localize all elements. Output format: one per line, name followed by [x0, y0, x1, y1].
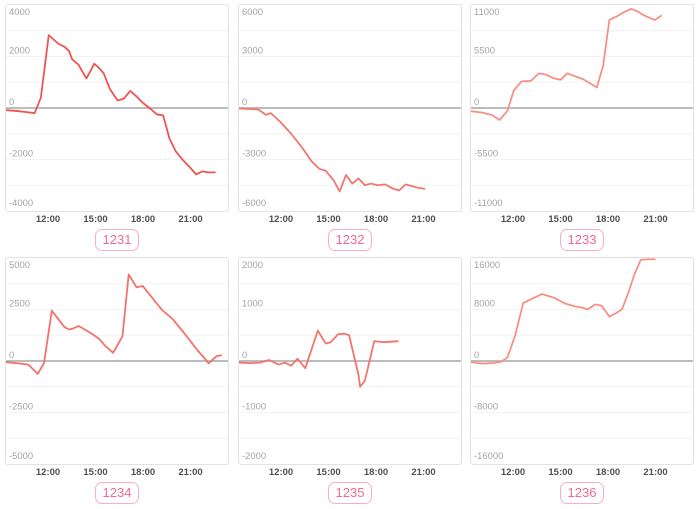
badge-row: 1233 [470, 229, 694, 255]
chart-panel: 5000 2500 0 -2500 -5000 12:00 15:00 18:00 21:00… [5, 257, 229, 505]
x-tick-label: 15:00 [548, 467, 573, 478]
x-tick-label: 12:00 [500, 467, 526, 478]
x-tick-label: 21:00 [411, 214, 436, 225]
x-axis-tick-row: 12:00 15:00 18:00 21:00 [238, 465, 462, 480]
line-chart-svg: 4000 2000 0 -2000 -4000 [6, 6, 228, 208]
x-tick-label: 15:00 [316, 214, 341, 225]
y-tick-label: -5000 [9, 450, 33, 461]
x-tick-label: 18:00 [595, 214, 621, 225]
y-tick-label: 0 [474, 96, 479, 107]
badge-row: 1235 [238, 482, 462, 508]
y-tick-label: 11000 [474, 6, 499, 17]
y-tick-label: 2000 [242, 259, 263, 270]
line-chart-svg: 11000 5500 0 -5500 -11000 [471, 6, 693, 208]
y-tick-label: -2000 [242, 450, 266, 461]
line-chart-svg: 6000 3000 0 -3000 -6000 [239, 6, 461, 208]
y-tick-label: -16000 [474, 450, 503, 461]
chart-plot-area: 6000 3000 0 -3000 -6000 [238, 4, 462, 212]
y-tick-label: -3000 [242, 148, 266, 159]
x-tick-label: 12:00 [268, 467, 294, 478]
series-line [239, 107, 426, 193]
line-chart-svg: 5000 2500 0 -2500 -5000 [6, 259, 228, 461]
chart-plot-area: 5000 2500 0 -2500 -5000 [5, 257, 229, 465]
chart-id-badge[interactable]: 1234 [94, 482, 140, 504]
x-tick-label: 12:00 [35, 214, 61, 225]
y-tick-label: -2500 [9, 401, 33, 412]
chart-panel: 2000 1000 0 -1000 -2000 12:00 15:00 18:00 21:00… [238, 257, 462, 505]
x-tick-label: 15:00 [83, 214, 108, 225]
y-tick-label: 6000 [242, 6, 263, 17]
y-tick-label: -8000 [474, 401, 498, 412]
x-tick-label: 18:00 [363, 467, 389, 478]
y-tick-label: 5500 [474, 45, 495, 56]
badge-row: 1231 [5, 229, 229, 255]
chart-plot-area: 16000 8000 0 -8000 -16000 [470, 257, 694, 465]
x-tick-label: 15:00 [83, 467, 108, 478]
y-tick-label: 0 [242, 96, 247, 107]
x-tick-label: 21:00 [643, 467, 668, 478]
chart-panel: 11000 5500 0 -5500 -11000 12:00 15:00 18:00 21:… [470, 4, 694, 252]
chart-id-badge[interactable]: 1235 [327, 482, 373, 504]
x-tick-label: 12:00 [35, 467, 61, 478]
series-line [6, 34, 216, 176]
y-tick-label: 0 [474, 349, 479, 360]
x-tick-label: 18:00 [130, 467, 156, 478]
x-axis-tick-row: 12:00 15:00 18:00 21:00 [470, 465, 694, 480]
x-tick-label: 18:00 [363, 214, 389, 225]
chart-panel: 6000 3000 0 -3000 -6000 12:00 15:00 18:00 21:00… [238, 4, 462, 252]
x-tick-label: 15:00 [316, 467, 341, 478]
badge-row: 1236 [470, 482, 694, 508]
y-tick-label: 8000 [474, 298, 495, 309]
y-tick-label: -2000 [9, 148, 33, 159]
chart-plot-area: 11000 5500 0 -5500 -11000 [470, 4, 694, 212]
series-line [239, 329, 399, 388]
chart-id-badge[interactable]: 1232 [327, 229, 373, 251]
line-chart-svg: 16000 8000 0 -8000 -16000 [471, 258, 693, 461]
y-tick-label: 0 [9, 96, 14, 107]
y-tick-label: 2500 [9, 298, 30, 309]
y-tick-label: 0 [242, 349, 247, 360]
y-tick-label: -11000 [474, 197, 503, 208]
chart-id-badge[interactable]: 1236 [559, 482, 605, 504]
badge-row: 1232 [238, 229, 462, 255]
x-tick-label: 12:00 [500, 214, 526, 225]
y-tick-label: 3000 [242, 45, 263, 56]
series-line [471, 258, 656, 365]
x-axis-tick-row: 12:00 15:00 18:00 21:00 [470, 212, 694, 227]
chart-panel: 4000 2000 0 -2000 -4000 12:00 15:00 18:00 21:00… [5, 4, 229, 252]
x-tick-label: 18:00 [595, 467, 621, 478]
line-chart-svg: 2000 1000 0 -1000 -2000 [239, 259, 461, 461]
x-tick-label: 15:00 [548, 214, 573, 225]
y-tick-label: 4000 [9, 6, 30, 17]
chart-id-badge[interactable]: 1231 [94, 229, 140, 251]
x-tick-label: 21:00 [178, 467, 203, 478]
y-tick-label: 5000 [9, 259, 30, 270]
y-tick-label: -6000 [242, 197, 266, 208]
chart-panel: 16000 8000 0 -8000 -16000 12:00 15:00 18:00 21:… [470, 257, 694, 505]
x-tick-label: 21:00 [411, 467, 436, 478]
x-tick-label: 21:00 [178, 214, 203, 225]
y-tick-label: 1000 [242, 298, 263, 309]
x-axis-tick-row: 12:00 15:00 18:00 21:00 [5, 212, 229, 227]
x-axis-tick-row: 12:00 15:00 18:00 21:00 [5, 465, 229, 480]
chart-id-badge[interactable]: 1233 [559, 229, 605, 251]
y-tick-label: -1000 [242, 401, 266, 412]
chart-plot-area: 4000 2000 0 -2000 -4000 [5, 4, 229, 212]
chart-plot-area: 2000 1000 0 -1000 -2000 [238, 257, 462, 465]
y-tick-label: 0 [9, 349, 14, 360]
x-tick-label: 21:00 [643, 214, 668, 225]
series-line [6, 273, 223, 375]
badge-row: 1234 [5, 482, 229, 508]
x-axis-tick-row: 12:00 15:00 18:00 21:00 [238, 212, 462, 227]
y-tick-label: -4000 [9, 197, 33, 208]
series-line [471, 7, 663, 121]
y-tick-label: 16000 [474, 259, 500, 270]
x-tick-label: 18:00 [130, 214, 156, 225]
y-tick-label: 2000 [9, 45, 30, 56]
x-tick-label: 12:00 [268, 214, 294, 225]
y-tick-label: -5500 [474, 148, 498, 159]
